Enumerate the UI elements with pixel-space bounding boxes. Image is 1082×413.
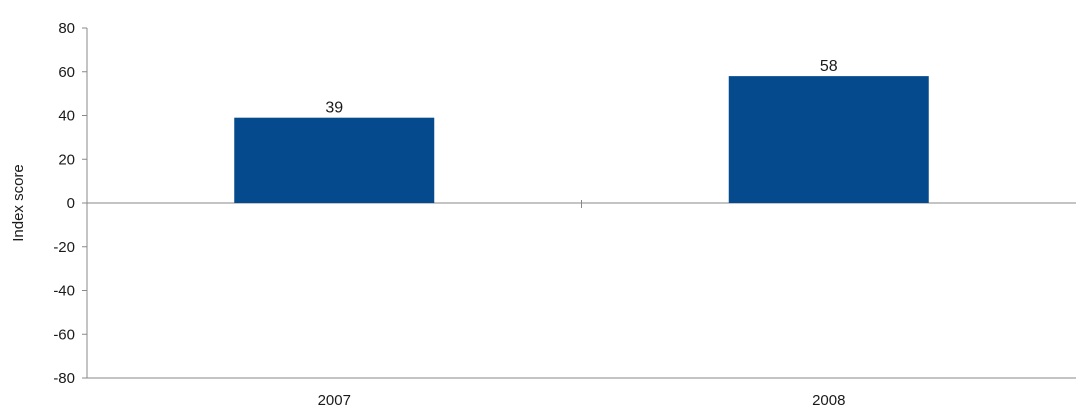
bar-2008 [728,76,929,203]
y-tick-label: -40 [53,283,75,300]
x-axis-ticks: 2007 2008 [318,200,845,409]
bar-2007 [234,117,435,203]
data-label-2008: 58 [820,58,838,75]
y-axis-title: Index score [10,164,27,242]
data-label-2007: 39 [325,100,343,117]
y-tick-label: -20 [53,239,75,256]
y-tick-label: 80 [58,20,75,37]
x-tick-label-2007: 2007 [318,392,351,409]
y-tick-label: -60 [53,326,75,343]
y-tick-label: 20 [58,151,75,168]
y-tick-label: 40 [58,108,75,125]
y-tick-label: 60 [58,64,75,81]
y-tick-label: 0 [67,195,75,212]
data-labels: 39 58 [325,58,837,117]
y-tick-label: -80 [53,370,75,387]
x-tick-label-2008: 2008 [812,392,845,409]
y-axis-ticks: 80 60 40 20 0 -20 -40 -60 -80 [53,20,87,387]
bars [234,76,929,203]
